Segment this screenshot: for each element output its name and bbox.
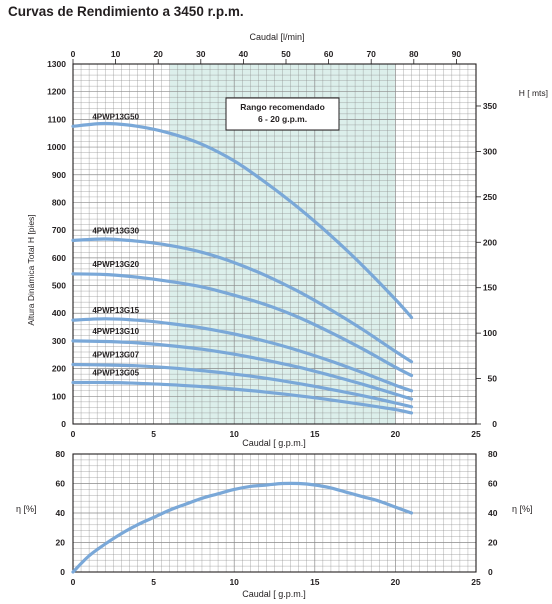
recommended-range-annotation: Rango recomendado 6 - 20 g.p.m. (225, 97, 340, 131)
head-chart: 0 5 10 15 20 25010020030040050060070080090010… (26, 32, 548, 448)
top-x-tick-label: 70 (366, 49, 376, 59)
efficiency-x-axis-title: Caudal [ g.p.m.] (242, 589, 306, 599)
x-tick-label: 0 (71, 429, 76, 439)
series-label-4pwp13g20: 4PWP13G20 (92, 260, 139, 269)
curve-4pwp13g10 (71, 339, 414, 401)
series-label-4pwp13g30: 4PWP13G30 (92, 226, 139, 235)
head-chart-frame (72, 63, 477, 425)
curve-4pwp13g05 (71, 380, 414, 415)
top-x-tick-label: 80 (409, 49, 419, 59)
efficiency-right-y-tick-label: 20 (488, 538, 498, 548)
top-x-tick-label: 60 (324, 49, 334, 59)
efficiency-x-tick-label: 25 (471, 577, 481, 587)
y-tick-label: 900 (52, 170, 66, 180)
efficiency-chart-frame (72, 453, 477, 573)
recommended-range-box (225, 97, 340, 131)
page-title: Curvas de Rendimiento a 3450 r.p.m. (8, 4, 244, 19)
top-x-tick-label: 30 (196, 49, 206, 59)
curve-4pwp13g07 (71, 362, 414, 409)
right-y-tick-label: 300 (483, 146, 497, 156)
top-x-tick-label: 50 (281, 49, 291, 59)
y-tick-label: 500 (52, 281, 66, 291)
head-chart-series-labels: 4PWP13G50 4PWP13G30 4PWP13G20 4PWP13G15 4PWP… (92, 112, 139, 377)
y-tick-label: 200 (52, 364, 66, 374)
right-y-tick-label: 150 (483, 283, 497, 293)
right-y-tick-label: 250 (483, 192, 497, 202)
y-tick-label: 1300 (47, 59, 66, 69)
top-x-tick-label: 90 (452, 49, 462, 59)
right-y-tick-label: 200 (483, 237, 497, 247)
series-label-4pwp13g10: 4PWP13G10 (92, 327, 139, 336)
y-tick-label: 100 (52, 391, 66, 401)
y-tick-label: 1000 (47, 142, 66, 152)
top-x-tick-label: 10 (111, 49, 121, 59)
series-label-4pwp13g50: 4PWP13G50 (92, 112, 139, 121)
y-tick-label: 1200 (47, 87, 66, 97)
series-label-4pwp13g15: 4PWP13G15 (92, 306, 139, 315)
y-tick-label: 300 (52, 336, 66, 346)
x-tick-label: 20 (391, 429, 401, 439)
left-y-axis-title: Altura Dinámica Total H [pies] (26, 214, 36, 325)
head-chart-ticks: 0 5 10 15 20 25010020030040050060070080090010… (47, 49, 497, 439)
efficiency-y-tick-label: 20 (56, 538, 66, 548)
efficiency-right-y-tick-label: 40 (488, 508, 498, 518)
y-tick-label: 0 (61, 419, 66, 429)
curve-4pwp13g30 (71, 237, 414, 364)
right-y-tick-label: 0 (492, 419, 497, 429)
recommended-range-label: Rango recomendado (240, 102, 325, 112)
top-x-tick-label: 0 (71, 49, 76, 59)
efficiency-right-y-tick-label: 80 (488, 449, 498, 459)
top-x-axis-title: Caudal [l/min] (249, 32, 304, 42)
efficiency-x-tick-label: 10 (229, 577, 239, 587)
efficiency-curve (71, 481, 414, 574)
right-y-tick-label: 50 (488, 374, 498, 384)
y-tick-label: 700 (52, 225, 66, 235)
head-chart-series (71, 121, 414, 415)
curve-4pwp13g50 (71, 121, 414, 319)
series-label-4pwp13g05: 4PWP13G05 (92, 368, 139, 377)
efficiency-x-tick-label: 20 (391, 577, 401, 587)
right-y-axis-title: H [ mts] (519, 88, 548, 98)
curve-4pwp13g15 (71, 317, 414, 393)
top-x-tick-label: 20 (153, 49, 163, 59)
y-tick-label: 1100 (48, 114, 67, 124)
efficiency-chart-grid (72, 453, 477, 573)
efficiency-chart: 0 5 10 15 20 25 0 20 40 60 80 0 20 40 60 80 Caudal [ g.… (16, 449, 533, 599)
efficiency-right-y-tick-label: 60 (488, 479, 498, 489)
x-tick-label: 25 (471, 429, 481, 439)
efficiency-left-y-axis-title: η [%] (16, 504, 37, 514)
efficiency-y-tick-label: 40 (56, 508, 66, 518)
efficiency-y-tick-label: 0 (60, 567, 65, 577)
efficiency-chart-ticks: 0 5 10 15 20 25 0 20 40 60 80 0 20 40 60 80 (56, 449, 498, 587)
recommended-range-values: 6 - 20 g.p.m. (258, 114, 307, 124)
efficiency-y-tick-label: 80 (56, 449, 66, 459)
efficiency-x-tick-label: 15 (310, 577, 320, 587)
efficiency-right-y-axis-title: η [%] (512, 504, 533, 514)
series-label-4pwp13g07: 4PWP13G07 (92, 350, 139, 359)
efficiency-chart-series (71, 481, 414, 574)
bottom-x-axis-title: Caudal [ g.p.m.] (242, 438, 306, 448)
efficiency-x-tick-label: 0 (71, 577, 76, 587)
efficiency-x-tick-label: 5 (151, 577, 156, 587)
curve-4pwp13g20 (71, 272, 414, 378)
y-tick-label: 600 (52, 253, 66, 263)
top-x-tick-label: 40 (239, 49, 249, 59)
right-y-tick-label: 100 (483, 328, 497, 338)
right-y-tick-label: 350 (483, 101, 497, 111)
efficiency-y-tick-label: 60 (56, 479, 66, 489)
efficiency-right-y-tick-label: 0 (488, 567, 493, 577)
x-tick-label: 15 (310, 429, 320, 439)
y-tick-label: 400 (52, 308, 66, 318)
x-tick-label: 5 (151, 429, 156, 439)
x-tick-label: 10 (229, 429, 239, 439)
y-tick-label: 800 (52, 197, 66, 207)
